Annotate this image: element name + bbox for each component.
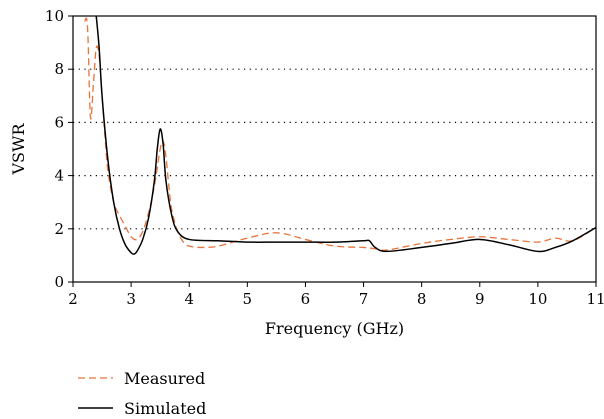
x-tick-label: 11 (586, 290, 604, 308)
x-tick-label: 2 (68, 290, 78, 308)
plot-area-frame (72, 15, 597, 283)
y-tick-label: 4 (54, 167, 64, 185)
y-tick-label: 6 (54, 113, 64, 131)
y-tick-label: 10 (45, 7, 64, 25)
series-line-simulated (95, 16, 596, 255)
x-tick-label: 6 (301, 290, 311, 308)
legend-label-simulated: Simulated (124, 399, 206, 418)
y-tick-label: 8 (54, 60, 64, 78)
x-tick-label: 3 (126, 290, 136, 308)
y-axis-title: VSWR (9, 123, 28, 176)
x-tick-label: 9 (475, 290, 485, 308)
x-tick-label: 4 (184, 290, 194, 308)
legend-label-measured: Measured (124, 369, 205, 388)
x-axis-title: Frequency (GHz) (265, 319, 404, 338)
x-tick-label: 5 (243, 290, 253, 308)
y-tick-label: 2 (54, 220, 64, 238)
y-tick-label: 0 (54, 273, 64, 291)
series-lines (83, 16, 596, 255)
x-tick-label: 10 (528, 290, 547, 308)
x-tick-label: 8 (417, 290, 427, 308)
x-tick-label: 7 (359, 290, 369, 308)
legend: Measured Simulated (78, 369, 206, 418)
